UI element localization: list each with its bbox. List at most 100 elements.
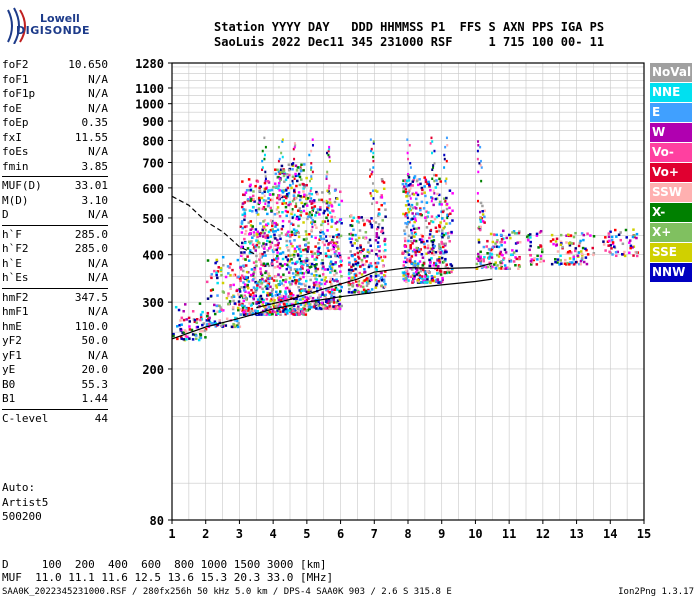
echo-point <box>323 243 326 247</box>
echo-point <box>407 220 410 224</box>
echo-point <box>253 200 256 203</box>
echo-point <box>333 269 337 273</box>
echo-point <box>253 266 257 270</box>
echo-point <box>482 245 486 249</box>
echo-point <box>293 189 296 193</box>
echo-point <box>247 309 250 312</box>
echo-point <box>381 279 384 282</box>
echo-point <box>336 299 340 302</box>
echo-point <box>423 242 426 246</box>
echo-point <box>242 311 246 314</box>
echo-point <box>304 243 308 246</box>
echo-point <box>428 222 431 225</box>
echo-point <box>508 267 512 271</box>
echo-point <box>329 255 332 258</box>
echo-point <box>292 182 295 185</box>
footer-version: Ion2Png 1.3.17 <box>618 587 694 597</box>
echo-point <box>283 172 286 176</box>
echo-point <box>324 293 327 297</box>
echo-point <box>328 192 331 195</box>
echo-point <box>413 217 417 220</box>
echo-point <box>297 224 300 228</box>
echo-point <box>308 194 311 198</box>
param-row: MUF(D) 33.01 <box>2 179 108 194</box>
echo-point <box>436 192 439 196</box>
echo-point <box>360 273 364 276</box>
echo-point <box>337 252 341 255</box>
echo-point <box>301 267 304 270</box>
legend-item: SSE <box>650 243 692 262</box>
param-separator <box>2 224 108 226</box>
echo-point <box>444 179 447 183</box>
echo-point <box>334 286 338 290</box>
echo-point <box>236 306 240 310</box>
echo-point <box>565 241 568 244</box>
echo-point <box>321 191 324 194</box>
echo-point <box>382 280 386 283</box>
echo-point <box>219 269 223 273</box>
param-key: B0 <box>2 377 16 391</box>
echo-point <box>266 249 270 252</box>
echo-point <box>330 288 334 291</box>
param-row: fxI 11.55 <box>2 131 108 146</box>
echo-point <box>581 257 584 260</box>
echo-point <box>406 213 409 217</box>
echo-point <box>409 182 412 186</box>
echo-point <box>236 258 240 262</box>
echo-point <box>183 329 187 332</box>
echo-point <box>269 285 272 289</box>
echo-point <box>308 200 312 203</box>
echo-point <box>289 254 292 257</box>
echo-point <box>366 279 370 282</box>
x-tick-label: 5 <box>303 527 310 541</box>
echo-point <box>290 292 293 295</box>
echo-point <box>372 142 375 145</box>
echo-point <box>444 232 448 235</box>
param-row: yF2 50.0 <box>2 334 108 349</box>
echo-point <box>260 196 264 200</box>
echo-point <box>347 290 351 294</box>
echo-point <box>244 191 248 194</box>
echo-point <box>289 202 292 206</box>
echo-point <box>372 140 375 143</box>
echo-point <box>564 263 568 266</box>
echo-point <box>285 214 288 218</box>
echo-point <box>333 279 337 282</box>
echo-point <box>262 264 266 267</box>
echo-point <box>378 249 381 253</box>
echo-point <box>620 253 624 256</box>
echo-point <box>276 254 279 258</box>
echo-point <box>351 263 355 266</box>
echo-point <box>340 275 343 278</box>
echo-point <box>307 289 311 292</box>
echo-point <box>610 238 614 242</box>
echo-point <box>411 274 415 277</box>
echo-point <box>437 281 440 284</box>
echo-point <box>431 140 434 143</box>
echo-point <box>244 229 248 233</box>
echo-point <box>296 294 300 298</box>
echo-point <box>263 307 267 311</box>
echo-point <box>328 307 331 311</box>
echo-point <box>281 225 285 228</box>
echo-point <box>302 272 306 275</box>
echo-point <box>270 298 273 301</box>
echo-point <box>564 258 567 262</box>
echo-point <box>375 284 378 287</box>
echo-point <box>406 222 409 226</box>
echo-point <box>239 246 243 250</box>
echo-point <box>291 245 294 248</box>
echo-point <box>280 232 283 235</box>
echo-point <box>240 245 243 249</box>
echo-point <box>363 263 367 266</box>
echo-point <box>243 251 246 254</box>
echo-point <box>315 302 318 305</box>
echo-point <box>318 306 322 310</box>
echo-point <box>261 149 264 153</box>
echo-point <box>218 304 221 308</box>
echo-point <box>353 276 356 279</box>
echo-point <box>325 199 328 203</box>
echo-point <box>326 206 329 209</box>
echo-point <box>437 271 441 275</box>
param-value: N/A <box>88 256 108 270</box>
